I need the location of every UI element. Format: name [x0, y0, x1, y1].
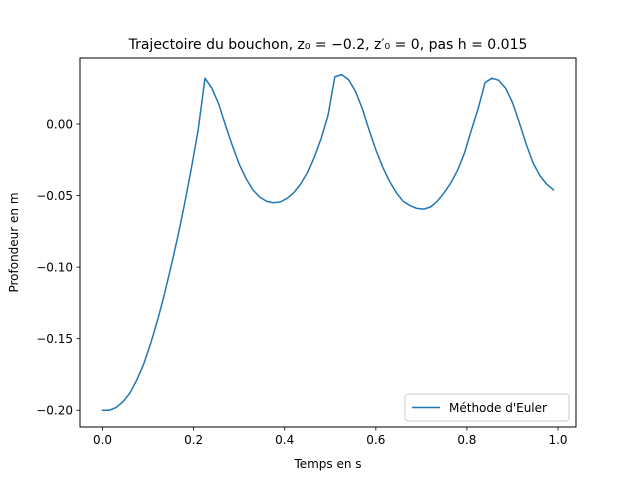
- y-tick-label: 0.00: [46, 117, 73, 131]
- x-tick-label: 0.2: [184, 433, 203, 447]
- legend: Méthode d'Euler: [404, 393, 570, 422]
- x-tick-label: 0.4: [275, 433, 294, 447]
- y-tick-label: −0.10: [36, 260, 73, 274]
- x-axis-title: Temps en s: [293, 457, 361, 471]
- x-tick-label: 1.0: [548, 433, 567, 447]
- y-axis-title: Profondeur en m: [7, 192, 21, 292]
- plot-area: [80, 58, 576, 427]
- y-axis-ticks: 0.00 −0.05 −0.10 −0.15 −0.20: [36, 117, 80, 418]
- x-tick-label: 0.6: [366, 433, 385, 447]
- plot-frame: [79, 57, 577, 428]
- x-axis-ticks: 0.0 0.2 0.4 0.6 0.8 1.0: [93, 427, 568, 447]
- legend-box: [404, 393, 570, 422]
- x-tick-label: 0.8: [457, 433, 476, 447]
- chart-title: Trajectoire du bouchon, z₀ = −0.2, z′₀ =…: [128, 37, 528, 53]
- y-tick-label: −0.15: [36, 332, 73, 346]
- x-tick-label: 0.0: [93, 433, 112, 447]
- y-tick-label: −0.05: [36, 189, 73, 203]
- legend-label: Méthode d'Euler: [449, 401, 547, 415]
- series-layer: [101, 73, 555, 411]
- series-line-euler: [101, 73, 555, 411]
- y-tick-label: −0.20: [36, 404, 73, 418]
